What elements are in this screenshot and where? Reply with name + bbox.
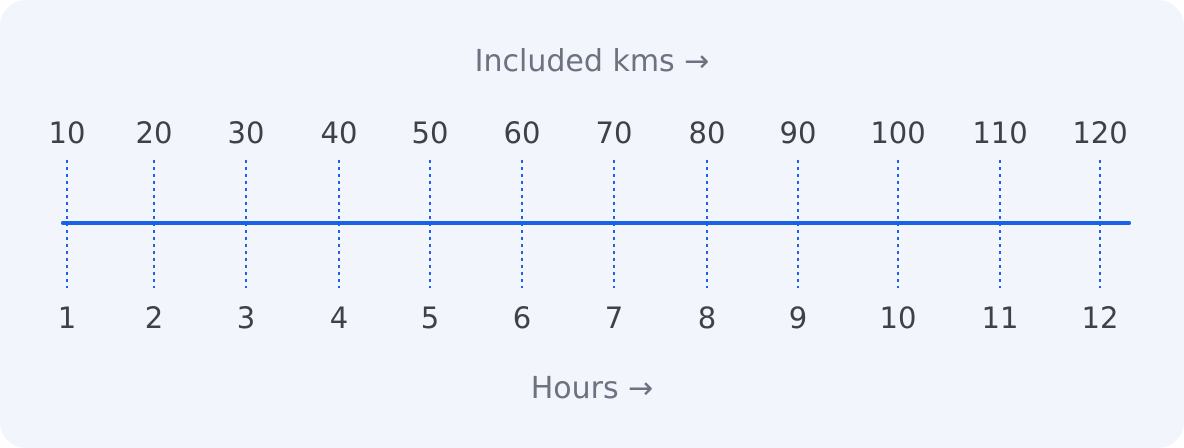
hour-label-3: 3	[236, 301, 256, 335]
hour-label-2: 2	[144, 301, 164, 335]
km-label-2: 20	[135, 116, 173, 150]
km-label-8: 80	[688, 116, 726, 150]
hour-label-11: 11	[981, 301, 1019, 335]
km-label-6: 60	[503, 116, 541, 150]
hour-label-10: 10	[879, 301, 917, 335]
hour-label-9: 9	[788, 301, 808, 335]
bottom-axis-title: Hours →	[530, 371, 654, 406]
km-label-3: 30	[227, 116, 265, 150]
hour-label-12: 12	[1081, 301, 1119, 335]
km-label-5: 50	[411, 116, 449, 150]
km-label-10: 100	[870, 116, 926, 150]
km-label-7: 70	[595, 116, 633, 150]
top-axis-title: Included kms →	[474, 44, 710, 79]
km-label-11: 110	[972, 116, 1028, 150]
hour-label-8: 8	[697, 301, 717, 335]
hour-label-7: 7	[604, 301, 624, 335]
km-label-9: 90	[779, 116, 817, 150]
hour-label-4: 4	[329, 301, 349, 335]
hour-label-1: 1	[57, 301, 77, 335]
km-label-12: 120	[1072, 116, 1128, 150]
hour-label-6: 6	[512, 301, 532, 335]
km-label-1: 10	[48, 116, 86, 150]
hour-label-5: 5	[420, 301, 440, 335]
km-label-4: 40	[320, 116, 358, 150]
